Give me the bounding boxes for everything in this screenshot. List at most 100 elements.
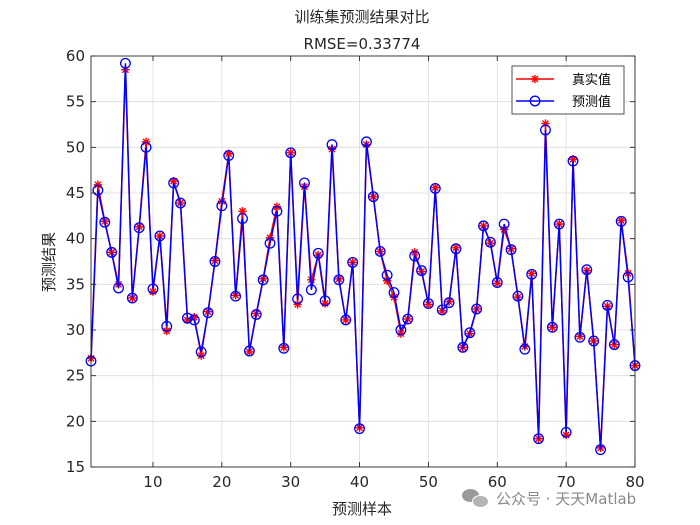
- data-point-pred: [381, 269, 393, 281]
- data-point-pred: [147, 283, 159, 295]
- data-point-pred: [92, 184, 104, 196]
- data-point-pred: [602, 299, 613, 311]
- y-tick-label: 25: [66, 367, 85, 385]
- data-point-pred: [512, 290, 524, 302]
- y-tick-label: 30: [66, 321, 85, 339]
- y-tick-label: 20: [66, 412, 85, 430]
- data-point-pred: [237, 213, 248, 225]
- legend-label-pred: 预测值: [572, 94, 611, 110]
- data-point-pred: [409, 250, 421, 262]
- data-point-pred: [402, 313, 414, 325]
- data-point-pred: [546, 321, 558, 333]
- data-point-pred: [202, 307, 214, 319]
- data-point-pred: [299, 177, 310, 189]
- x-tick-label: 70: [557, 473, 576, 491]
- legend-marker-true: [530, 74, 540, 84]
- data-point-pred: [491, 277, 503, 288]
- data-point-pred: [484, 236, 496, 248]
- data-point-pred: [264, 237, 276, 249]
- data-point-pred: [113, 282, 124, 294]
- data-point-pred: [436, 304, 448, 316]
- wechat-logo-icon: [462, 488, 489, 508]
- x-tick-label: 10: [143, 473, 162, 491]
- data-point-pred: [464, 327, 476, 339]
- data-point-pred: [471, 303, 483, 315]
- watermark-text: 公众号 · 天天Matlab: [496, 489, 637, 508]
- data-point-pred: [99, 216, 111, 228]
- data-point-true: [617, 216, 626, 225]
- x-tick-label: 20: [212, 473, 231, 491]
- data-point-pred: [560, 426, 572, 438]
- legend-label-true: 真实值: [572, 72, 611, 88]
- axes: [90, 55, 636, 468]
- y-tick-label: 50: [66, 138, 85, 156]
- data-point-pred: [533, 433, 545, 445]
- data-point-pred: [175, 197, 186, 209]
- data-point-pred: [416, 265, 427, 277]
- data-point-pred: [526, 268, 538, 280]
- data-point-pred: [140, 141, 152, 153]
- data-point-pred: [450, 243, 462, 255]
- data-point-pred: [257, 274, 269, 286]
- data-point-pred: [209, 256, 221, 267]
- data-point-pred: [581, 264, 593, 276]
- data-point-pred: [622, 271, 634, 283]
- data-point-pred: [443, 297, 455, 309]
- data-point-pred: [119, 57, 131, 69]
- data-point-pred: [340, 314, 352, 326]
- data-point-pred: [615, 215, 627, 227]
- data-point-pred: [195, 346, 207, 358]
- data-point-pred: [312, 247, 324, 259]
- data-point-pred: [574, 331, 586, 343]
- legend-marker-pred: [529, 95, 541, 107]
- data-point-pred: [567, 155, 579, 167]
- data-point-pred: [360, 136, 372, 148]
- y-tick-label: 15: [66, 458, 85, 476]
- legend: 真实值 预测值: [511, 65, 625, 115]
- data-point-pred: [305, 284, 317, 296]
- data-point-pred: [278, 342, 290, 354]
- data-point-pred: [374, 246, 386, 257]
- data-point-pred: [326, 139, 338, 151]
- data-point-pred: [271, 205, 283, 217]
- data-point-pred: [367, 191, 379, 203]
- y-tick-label: 40: [66, 230, 85, 248]
- data-point-pred: [478, 220, 489, 232]
- data-point-pred: [106, 246, 118, 258]
- tick-labels: 10 20 30 40 50 60 70 80 15 20 25 30 35 40 45 50 55 60: [66, 47, 645, 491]
- x-tick-label: 80: [625, 473, 644, 491]
- data-point-true: [141, 137, 151, 147]
- data-point-pred: [250, 309, 262, 320]
- data-point-pred: [126, 292, 138, 304]
- data-point-pred: [347, 256, 359, 268]
- y-tick-label: 55: [66, 93, 85, 111]
- x-tick-label: 40: [350, 473, 369, 491]
- data-point-pred: [154, 230, 166, 242]
- data-point-pred: [333, 274, 345, 286]
- data-point-true: [293, 300, 302, 309]
- y-tick-label: 35: [66, 275, 85, 293]
- y-axis-label: 预测结果: [40, 232, 58, 292]
- data-point-pred: [553, 218, 565, 230]
- data-point-pred: [540, 124, 551, 136]
- x-tick-label: 50: [419, 473, 438, 491]
- axes-frame: [90, 55, 636, 468]
- data-point-pred: [519, 343, 531, 355]
- data-point-pred: [188, 314, 200, 326]
- chart-subtitle: RMSE=0.33774: [304, 35, 421, 53]
- data-point-pred: [216, 200, 228, 212]
- data-point-pred: [230, 290, 242, 302]
- x-tick-label: 30: [281, 473, 300, 491]
- data-point-pred: [505, 244, 517, 256]
- data-point-pred: [223, 150, 235, 162]
- x-axis-label: 预测样本: [332, 500, 392, 518]
- data-point-pred: [388, 287, 400, 299]
- data-point-pred: [319, 295, 331, 307]
- legend-box: [511, 65, 625, 115]
- y-tick-label: 60: [66, 47, 85, 65]
- data-point-pred: [354, 423, 366, 435]
- y-tick-label: 45: [66, 184, 85, 202]
- data-point-pred: [429, 182, 441, 194]
- data-point-pred: [243, 345, 255, 357]
- data-point-true: [93, 180, 103, 189]
